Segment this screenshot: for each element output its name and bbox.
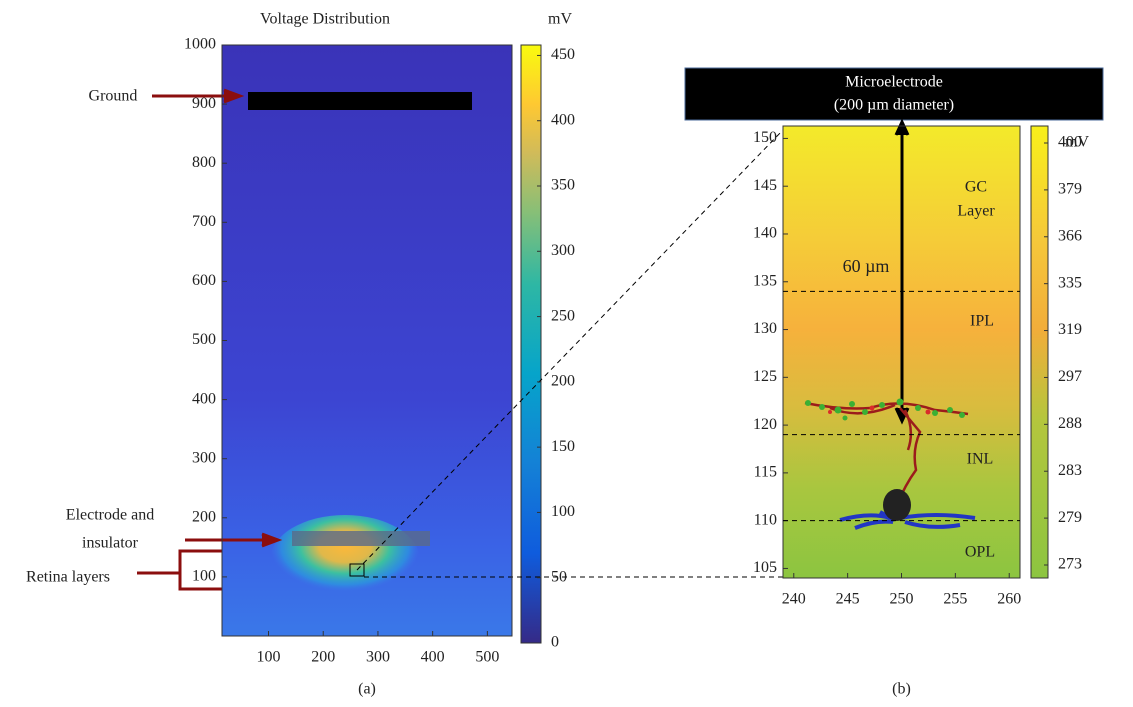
x-tick-label: 400: [421, 649, 445, 666]
colorbar-tick-label: 288: [1058, 415, 1082, 432]
colorbar-tick-label: 150: [551, 438, 575, 455]
layer-label: Layer: [957, 203, 995, 220]
colorbar-tick-label: 273: [1058, 556, 1082, 573]
y-tick-label: 135: [753, 272, 777, 289]
annotation: Ground: [89, 88, 138, 105]
x-tick-label: 240: [782, 591, 806, 608]
colorbar-tick-label: 100: [551, 503, 575, 520]
annotation: Retina layers: [26, 569, 110, 586]
ground-electrode: [248, 92, 472, 110]
y-tick-label: 600: [192, 272, 216, 289]
colorbar-tick-label: 400: [1058, 134, 1082, 151]
x-tick-label: 500: [475, 649, 499, 666]
y-tick-label: 110: [754, 511, 777, 528]
y-tick-label: 200: [192, 508, 216, 525]
y-tick-label: 140: [753, 225, 777, 242]
colorbar-tick-label: 335: [1058, 274, 1082, 291]
annotation: 60 µm: [843, 256, 890, 276]
x-tick-label: 250: [890, 591, 914, 608]
colorbar-tick-label: 379: [1058, 181, 1082, 198]
colorbar: [1030, 125, 1049, 579]
zoom-connector: [356, 129, 784, 578]
annotation: Microelectrode: [845, 74, 943, 91]
y-tick-label: 130: [753, 320, 777, 337]
y-tick-label: 900: [192, 95, 216, 112]
y-tick-label: 1000: [184, 36, 216, 53]
microelectrode: [684, 67, 1104, 121]
y-tick-label: 400: [192, 390, 216, 407]
y-tick-label: 125: [753, 368, 777, 385]
caption: (b): [892, 681, 911, 698]
y-tick-label: 150: [753, 129, 777, 146]
x-tick-label: 260: [997, 591, 1021, 608]
y-tick-label: 700: [192, 213, 216, 230]
neuron: [804, 398, 976, 530]
colorbar-tick-label: 450: [551, 46, 575, 63]
x-tick-label: 100: [257, 649, 281, 666]
y-tick-label: 300: [192, 449, 216, 466]
colorbar: [520, 44, 542, 644]
colorbar-label: mV: [1065, 134, 1089, 151]
colorbar-tick-label: 300: [551, 242, 575, 259]
colorbar-tick-label: 283: [1058, 462, 1082, 479]
layer-label: IPL: [970, 313, 994, 330]
colorbar-tick-label: 0: [551, 634, 559, 651]
y-tick-label: 120: [753, 416, 777, 433]
colorbar-tick-label: 319: [1058, 321, 1082, 338]
colorbar-tick-label: 279: [1058, 509, 1082, 526]
colorbar-tick-label: 50: [551, 568, 567, 585]
x-tick-label: 245: [836, 591, 860, 608]
layer-label: GC: [965, 179, 987, 196]
y-tick-label: 105: [753, 559, 777, 576]
bracket: [137, 549, 222, 591]
y-tick-label: 100: [192, 568, 216, 585]
arrow: [185, 532, 283, 548]
colorbar-label: mV: [548, 11, 572, 28]
stimulating-electrode: [292, 531, 430, 546]
layer-label: OPL: [965, 544, 995, 561]
colorbar-tick-label: 200: [551, 373, 575, 390]
y-tick-label: 145: [753, 177, 777, 194]
y-tick-label: 800: [192, 154, 216, 171]
colorbar-tick-label: 297: [1058, 368, 1082, 385]
y-tick-label: 115: [754, 464, 777, 481]
annotation: (200 µm diameter): [834, 97, 954, 114]
layer-label: INL: [967, 451, 994, 468]
annotation: insulator: [82, 535, 139, 552]
arrow: [152, 88, 245, 104]
x-tick-label: 255: [943, 591, 967, 608]
annotation: Electrode and: [66, 507, 154, 524]
colorbar-tick-label: 366: [1058, 227, 1082, 244]
zoom-box: [349, 563, 365, 577]
chart-title: Voltage Distribution: [260, 11, 390, 28]
x-tick-label: 300: [366, 649, 390, 666]
x-tick-label: 200: [311, 649, 335, 666]
colorbar-tick-label: 350: [551, 177, 575, 194]
colorbar-tick-label: 400: [551, 111, 575, 128]
caption: (a): [358, 681, 376, 698]
colorbar-tick-label: 250: [551, 307, 575, 324]
y-tick-label: 500: [192, 331, 216, 348]
